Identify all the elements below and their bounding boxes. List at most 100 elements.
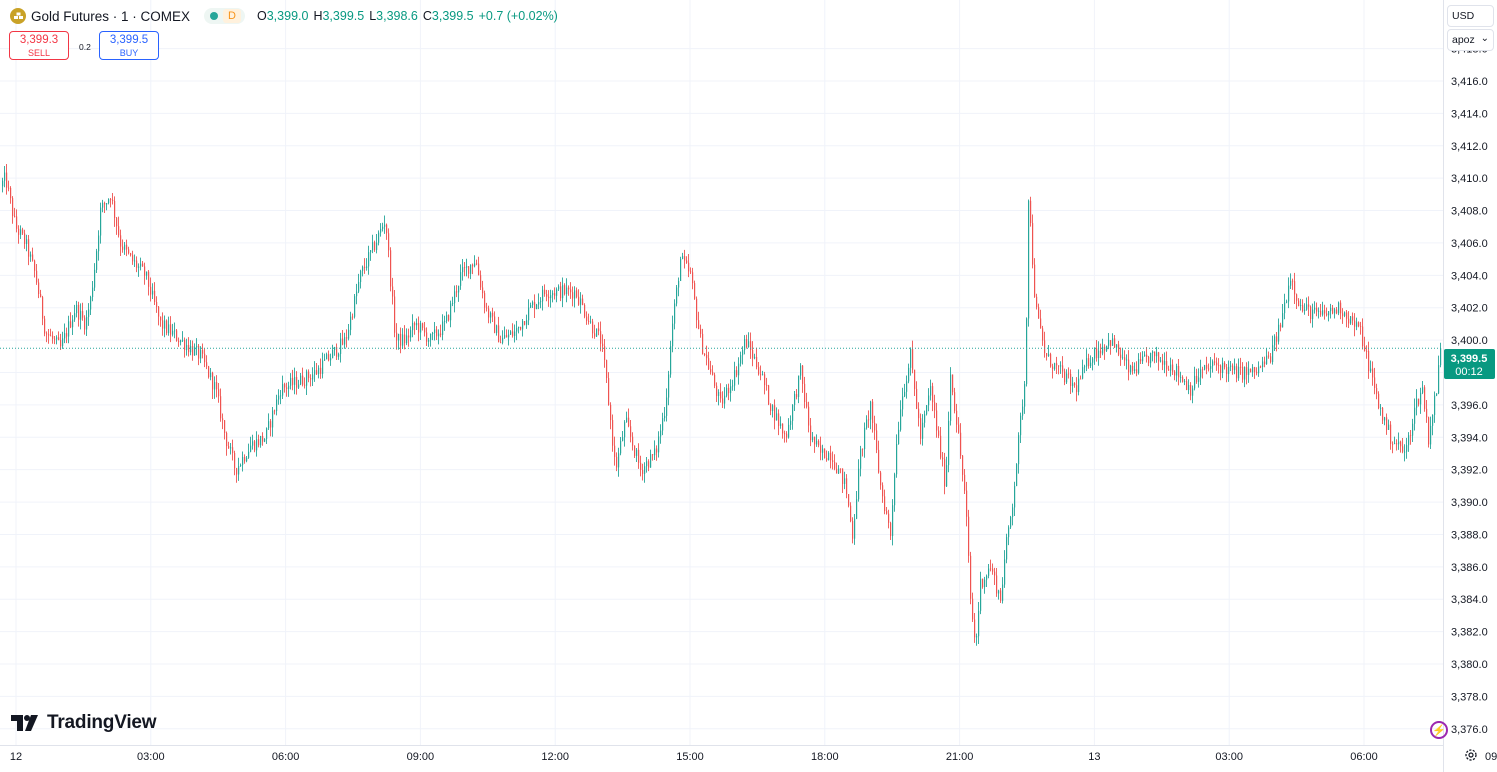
candle-body [1030, 200, 1032, 224]
candle-body [604, 346, 606, 361]
candle-body [1218, 365, 1220, 367]
candle-body [954, 392, 956, 411]
tradingview-logo[interactable]: TradingView [11, 712, 157, 734]
candle-body [704, 353, 706, 355]
candle-body [1084, 366, 1086, 368]
candle-body [234, 452, 236, 469]
candle-body [242, 457, 244, 466]
candle-body [938, 430, 940, 436]
candle-body [138, 266, 140, 268]
candle-body [70, 321, 72, 328]
candle-body [48, 334, 50, 336]
candle-body [210, 372, 212, 378]
ohlc-value: 3,399.0 [266, 9, 309, 23]
candle-body [236, 468, 238, 475]
candle-body [780, 423, 782, 426]
candle-body [672, 323, 674, 347]
candle-body [642, 469, 644, 474]
candle-body [1020, 415, 1022, 436]
candle-body [314, 370, 316, 375]
candle-body [906, 381, 908, 392]
candle-body [876, 430, 878, 450]
candle-body [808, 406, 810, 426]
candle-body [600, 331, 602, 344]
buy-label: BUY [119, 48, 139, 58]
candle-body [240, 465, 242, 467]
candle-body [1372, 368, 1374, 378]
candle-body [1008, 527, 1010, 538]
candle-body [592, 321, 594, 334]
candle-body [970, 555, 972, 599]
candle-body [538, 302, 540, 305]
candle-body [782, 423, 784, 434]
candle-body [1200, 369, 1202, 378]
candle-body [74, 313, 76, 320]
candle-body [1410, 435, 1412, 437]
candle-body [1392, 443, 1394, 445]
ohlc-value: 3,399.5 [431, 9, 474, 23]
candle-body [986, 575, 988, 580]
ohlc-key: C [422, 9, 432, 23]
candle-body [1280, 324, 1282, 328]
candle-body [8, 187, 10, 189]
candle-body [1282, 313, 1284, 328]
candle-body [498, 325, 500, 343]
candle-body [68, 321, 70, 337]
price-tick-label: 3,394.0 [1451, 432, 1488, 444]
candle-body [1224, 362, 1226, 368]
symbol-title[interactable]: Gold Futures · 1 · COMEX [31, 8, 191, 24]
candle-body [158, 306, 160, 317]
candle-body [168, 324, 170, 334]
candle-body [788, 424, 790, 438]
candle-body [1074, 383, 1076, 386]
candle-body [654, 448, 656, 456]
gear-icon[interactable] [1464, 748, 1478, 762]
candle-body [828, 452, 830, 461]
candle-body [830, 452, 832, 461]
candle-body [1430, 425, 1432, 445]
sell-price: 3,399.3 [19, 34, 59, 46]
candle-body [1080, 378, 1082, 380]
delayed-data-badge[interactable]: D [223, 9, 241, 23]
candle-body [722, 398, 724, 404]
candle-body [1440, 348, 1442, 366]
candle-body [470, 264, 472, 274]
candle-body [260, 435, 262, 446]
currency-select[interactable]: USD [1447, 5, 1494, 27]
candle-body [794, 394, 796, 405]
candle-body [1154, 351, 1156, 357]
unit-select[interactable]: apoz ⌄ [1447, 29, 1494, 51]
candle-body [304, 384, 306, 386]
candle-body [1414, 407, 1416, 424]
candle-body [190, 346, 192, 353]
candle-body [208, 366, 210, 378]
sell-button[interactable]: 3,399.3 SELL [9, 31, 69, 60]
tradingview-logo-icon [11, 715, 38, 731]
candle-body [112, 199, 114, 201]
candle-body [518, 326, 520, 329]
candle-body [584, 305, 586, 317]
candle-body [966, 490, 968, 517]
candle-body [394, 296, 396, 333]
candle-body [472, 264, 474, 267]
candle-body [1076, 385, 1078, 393]
candle-body [482, 287, 484, 294]
candle-body [1356, 322, 1358, 327]
candle-body [796, 394, 798, 398]
chart-grid [0, 0, 1443, 745]
market-status[interactable]: D [204, 8, 245, 24]
candle-body [1236, 366, 1238, 379]
candle-body [1368, 351, 1370, 372]
candle-body [398, 333, 400, 341]
candle-body [716, 385, 718, 396]
time-axis-border [0, 745, 1443, 746]
candle-body [1340, 302, 1342, 314]
buy-button[interactable]: 3,399.5 BUY [99, 31, 159, 60]
price-tick-label: 3,390.0 [1451, 497, 1488, 509]
candle-body [218, 389, 220, 397]
candle-body [1022, 406, 1024, 416]
lightning-icon[interactable]: ⚡ [1430, 721, 1448, 739]
candle-body [540, 301, 542, 303]
candle-body [778, 413, 780, 426]
